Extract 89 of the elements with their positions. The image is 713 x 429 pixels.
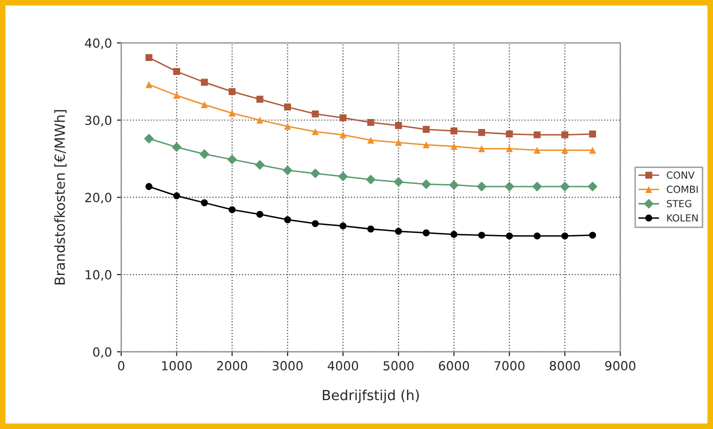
point <box>450 230 458 238</box>
x-tick-label: 2000 <box>217 361 248 370</box>
point <box>422 229 430 236</box>
point <box>478 129 486 136</box>
x-tick-label: 0 <box>118 361 124 370</box>
point <box>450 127 458 134</box>
point <box>228 110 236 117</box>
x-tick-label: 5000 <box>384 361 414 370</box>
point <box>421 179 432 190</box>
point <box>395 228 402 235</box>
point <box>172 142 182 152</box>
point <box>367 118 374 126</box>
point <box>284 216 292 224</box>
point <box>449 180 459 190</box>
point <box>340 131 347 138</box>
y-tick-label: 20,0 <box>85 192 112 204</box>
point <box>504 182 514 192</box>
point <box>145 54 152 62</box>
y-tick-label: 0,0 <box>93 347 112 358</box>
point <box>200 199 208 206</box>
point <box>506 130 513 138</box>
x-tick-label: 1000 <box>162 361 192 370</box>
x-axis-title: Bedrijfstijd (h) <box>322 390 419 404</box>
point <box>284 104 292 110</box>
x-tick-label: 7000 <box>494 361 524 370</box>
point <box>561 146 568 154</box>
point <box>476 182 487 192</box>
point <box>200 78 208 86</box>
point <box>589 146 596 154</box>
point <box>422 126 430 133</box>
point <box>367 226 374 232</box>
point <box>310 168 320 178</box>
x-tick-label: 6000 <box>438 361 470 370</box>
point <box>228 206 236 214</box>
point <box>338 172 348 182</box>
point <box>589 232 596 239</box>
point <box>256 96 264 103</box>
point <box>340 222 347 230</box>
point <box>173 192 180 200</box>
point <box>227 154 238 164</box>
point <box>144 134 154 144</box>
point <box>199 149 210 160</box>
y-tick-label: 40,0 <box>84 38 112 50</box>
point <box>312 220 319 228</box>
point <box>534 146 541 154</box>
point <box>560 182 570 192</box>
point <box>340 114 347 122</box>
x-tick-label: 3000 <box>272 361 303 370</box>
point <box>366 174 376 184</box>
point <box>534 232 541 240</box>
point <box>394 176 404 187</box>
point <box>256 116 264 124</box>
legend-label: COMBI <box>666 186 698 194</box>
point <box>282 165 292 176</box>
point <box>200 101 208 108</box>
point <box>145 81 152 88</box>
point <box>506 145 513 152</box>
point <box>145 183 152 190</box>
legend-label: CONV <box>666 171 695 179</box>
point <box>173 92 180 99</box>
y-axis-title: Brandstofkosten [€/MWh] <box>54 110 67 284</box>
point <box>367 136 374 144</box>
point <box>506 232 513 240</box>
point <box>534 131 541 138</box>
point <box>478 232 486 239</box>
point <box>256 210 264 218</box>
point <box>228 88 236 96</box>
point <box>588 182 598 192</box>
point <box>312 110 319 118</box>
point <box>450 142 458 150</box>
point <box>173 68 180 75</box>
point <box>561 232 568 240</box>
point <box>532 182 542 192</box>
point <box>589 130 596 138</box>
x-tick-label: 8000 <box>550 361 580 370</box>
y-tick-label: 10,0 <box>86 270 112 281</box>
point <box>478 145 486 152</box>
x-tick-label: 4000 <box>328 361 358 370</box>
point <box>561 131 568 138</box>
point <box>312 128 319 136</box>
legend-label: KOLEN <box>667 214 698 222</box>
point <box>284 122 292 130</box>
point <box>395 139 402 146</box>
point <box>395 122 402 129</box>
point <box>422 141 430 148</box>
x-tick-label: 9000 <box>605 361 636 370</box>
y-tick-label: 30,0 <box>85 116 112 126</box>
point <box>254 160 265 170</box>
legend-label: STEG <box>666 200 692 208</box>
